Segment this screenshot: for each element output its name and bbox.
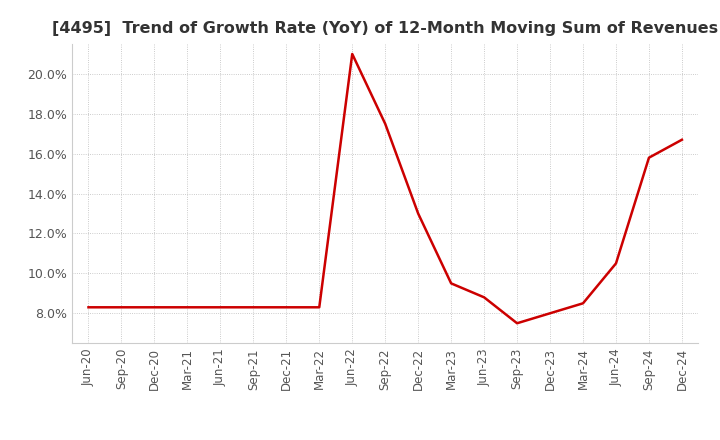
Title: [4495]  Trend of Growth Rate (YoY) of 12-Month Moving Sum of Revenues: [4495] Trend of Growth Rate (YoY) of 12-…	[52, 21, 719, 36]
